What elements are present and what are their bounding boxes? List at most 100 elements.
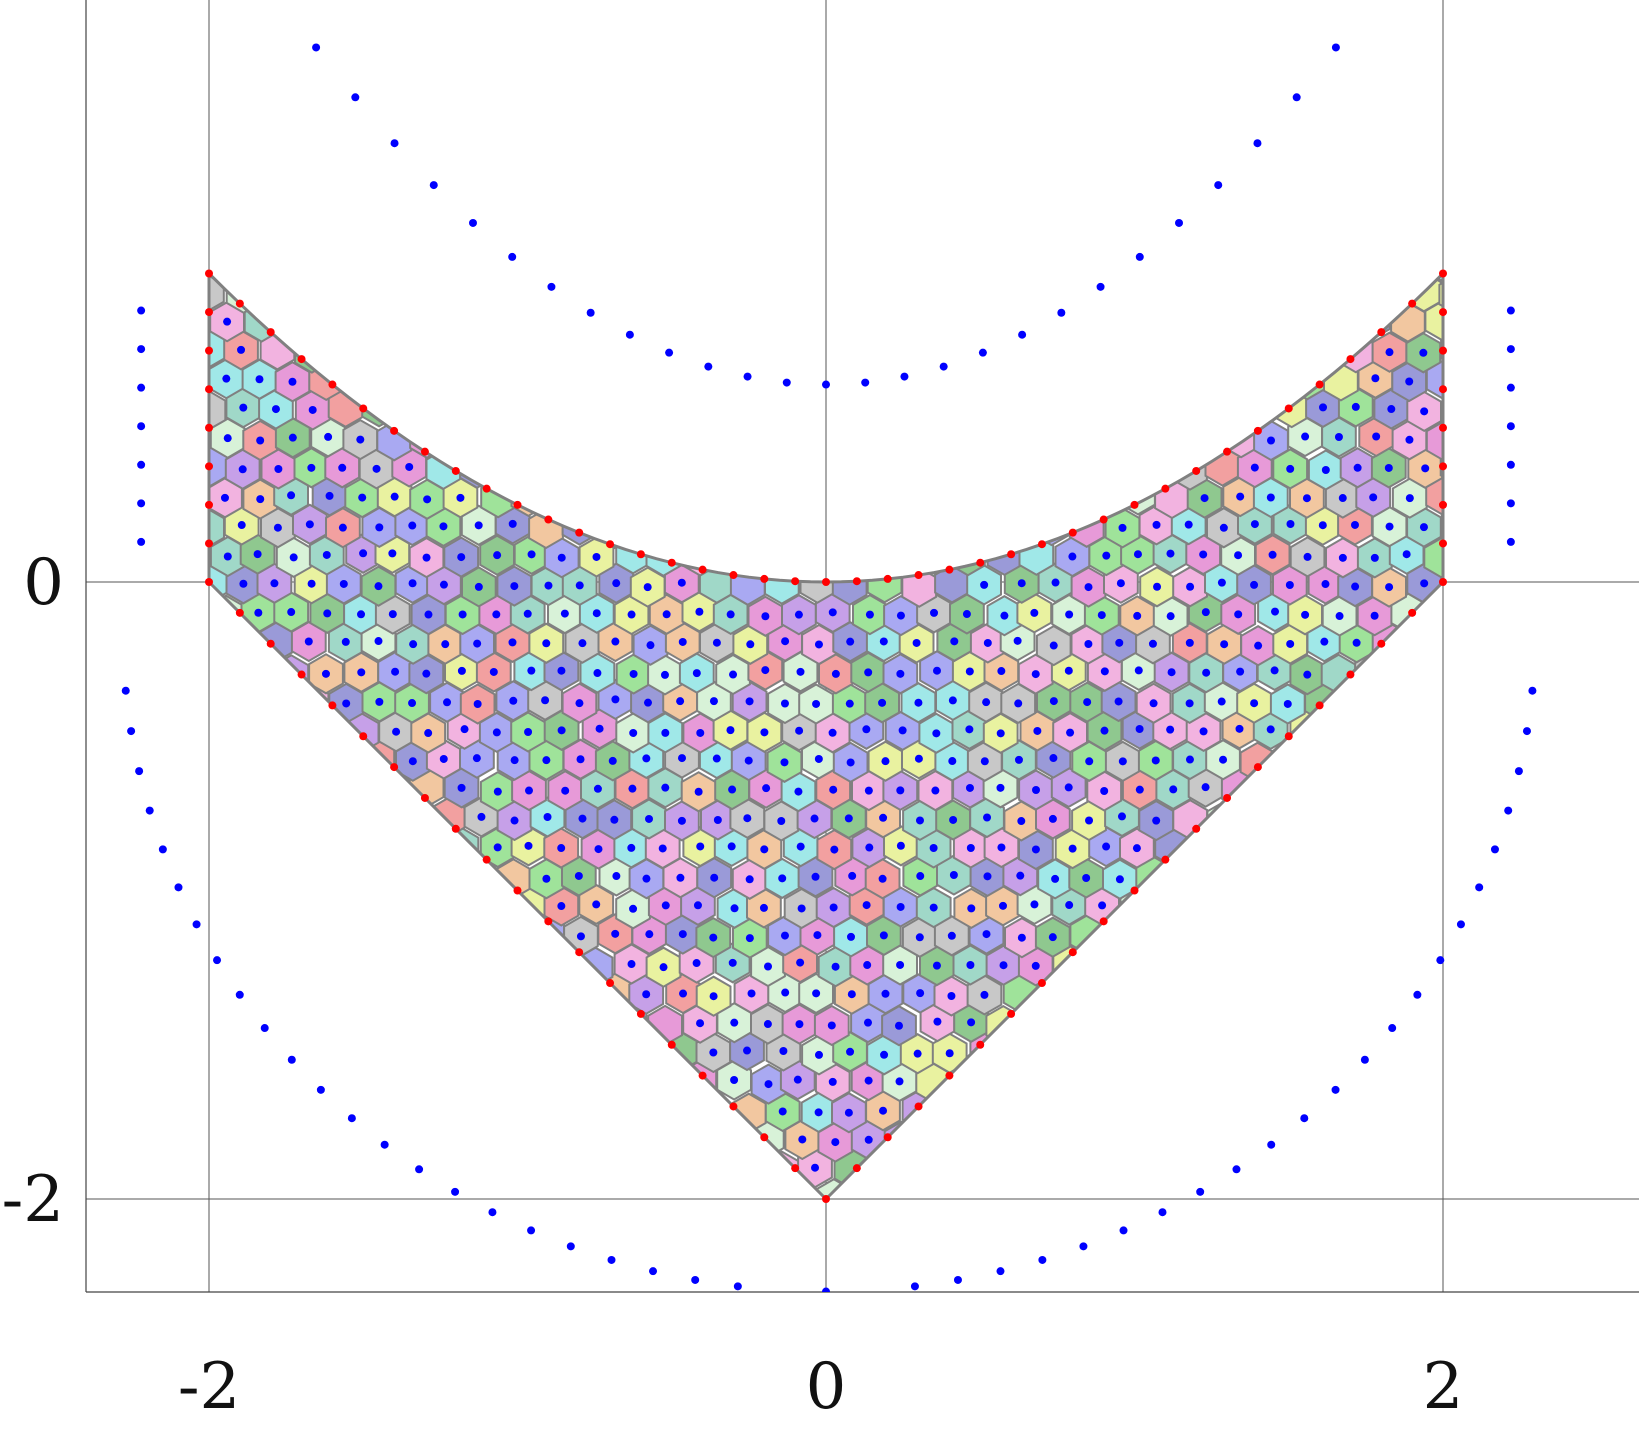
- voronoi-cell: [1426, 766, 1443, 809]
- voronoi-cell: [985, 1121, 1022, 1163]
- interior-point: [1302, 494, 1311, 503]
- exterior-point: [1360, 1055, 1369, 1064]
- voronoi-cell: [209, 650, 244, 693]
- interior-point: [524, 841, 533, 850]
- interior-point: [289, 553, 298, 562]
- voronoi-cell: [1172, 1211, 1206, 1250]
- voronoi-cell: [1374, 796, 1410, 839]
- voronoi-cell: [227, 916, 263, 958]
- tick-labels: -2 0 2 -2 0: [2, 546, 1464, 1424]
- interior-point: [424, 610, 433, 619]
- voronoi-cell: [1272, 1034, 1309, 1076]
- boundary-point: [1439, 500, 1447, 509]
- interior-point: [844, 1108, 853, 1117]
- boundary-point: [1099, 515, 1108, 524]
- voronoi-cell: [227, 681, 263, 724]
- voronoi-cell: [1270, 914, 1307, 956]
- interior-point: [560, 609, 569, 618]
- interior-point: [913, 1049, 922, 1058]
- voronoi-cell: [445, 1059, 481, 1101]
- voronoi-cell: [1375, 1209, 1409, 1248]
- interior-point: [324, 432, 333, 441]
- exterior-point: [1018, 330, 1027, 339]
- voronoi-cell: [408, 299, 445, 342]
- interior-point: [643, 583, 652, 592]
- voronoi-cell: [325, 915, 361, 957]
- voronoi-cell: [259, 1033, 296, 1075]
- exterior-point: [1506, 345, 1515, 354]
- voronoi-cell: [275, 1177, 312, 1199]
- voronoi-cell: [158, 449, 192, 488]
- voronoi-cell: [1172, 1148, 1209, 1190]
- voronoi-cell: [1152, 943, 1189, 986]
- voronoi-cell: [932, 273, 969, 314]
- interior-point: [472, 754, 481, 763]
- interior-point: [794, 610, 803, 619]
- voronoi-cell: [1087, 420, 1124, 462]
- exterior-point: [607, 1255, 616, 1264]
- interior-point: [592, 552, 601, 561]
- voronoi-cell: [1461, 654, 1495, 693]
- voronoi-cell: [160, 274, 194, 313]
- voronoi-cell: [156, 623, 190, 662]
- interior-point: [390, 492, 399, 501]
- exterior-point: [429, 181, 438, 190]
- interior-point: [1303, 670, 1312, 679]
- interior-point: [915, 933, 924, 942]
- interior-point: [864, 668, 873, 677]
- voronoi-cell: [1170, 854, 1207, 897]
- interior-point: [338, 463, 347, 472]
- interior-point: [408, 699, 417, 708]
- voronoi-cell: [1321, 1002, 1357, 1044]
- interior-point: [796, 667, 805, 676]
- interior-point: [879, 813, 888, 822]
- voronoi-cell: [223, 1033, 259, 1075]
- voronoi-cell: [1290, 883, 1327, 926]
- interior-point: [1048, 814, 1057, 823]
- voronoi-cell: [360, 1089, 396, 1131]
- interior-point: [405, 462, 414, 471]
- voronoi-cell: [715, 361, 752, 403]
- voronoi-cell: [1392, 827, 1428, 869]
- voronoi-cell: [309, 943, 346, 985]
- voronoi-cell: [295, 1210, 329, 1249]
- voronoi-cell: [950, 416, 987, 458]
- voronoi-cell: [1459, 888, 1493, 927]
- voronoi-cell: [1373, 1151, 1410, 1193]
- interior-point: [611, 929, 620, 938]
- voronoi-cell: [663, 1091, 699, 1133]
- voronoi-cell: [325, 974, 361, 1016]
- interior-point: [831, 962, 840, 971]
- voronoi-cell: [463, 390, 500, 432]
- interior-point: [1217, 578, 1226, 587]
- voronoi-cell: [951, 273, 988, 285]
- interior-point: [1051, 874, 1060, 883]
- voronoi-cell: [714, 476, 750, 518]
- voronoi-cell: [932, 505, 969, 547]
- boundary-point: [729, 571, 738, 580]
- interior-point: [779, 1046, 788, 1055]
- interior-point: [932, 729, 941, 738]
- interior-point: [1016, 871, 1025, 880]
- interior-point: [1419, 348, 1428, 357]
- voronoi-cell: [917, 273, 953, 285]
- voronoi-cell: [902, 1150, 938, 1192]
- interior-point: [1014, 699, 1023, 708]
- interior-point: [945, 1049, 954, 1058]
- voronoi-cell: [327, 798, 363, 841]
- voronoi-cell: [615, 533, 651, 575]
- interior-point: [1250, 520, 1259, 529]
- exterior-point: [260, 1024, 269, 1033]
- voronoi-cell: [359, 855, 396, 898]
- voronoi-cell: [1254, 273, 1291, 282]
- voronoi-cell: [276, 1059, 313, 1101]
- voronoi-cell: [1270, 1149, 1306, 1192]
- voronoi-cell: [209, 651, 212, 693]
- boundary-point: [1037, 979, 1046, 988]
- voronoi-cell: [1203, 273, 1240, 312]
- voronoi-cell: [1002, 504, 1039, 546]
- interior-point: [1250, 463, 1259, 472]
- voronoi-cell: [1289, 825, 1326, 868]
- voronoi-cell: [1439, 1150, 1443, 1192]
- interior-point: [728, 958, 737, 967]
